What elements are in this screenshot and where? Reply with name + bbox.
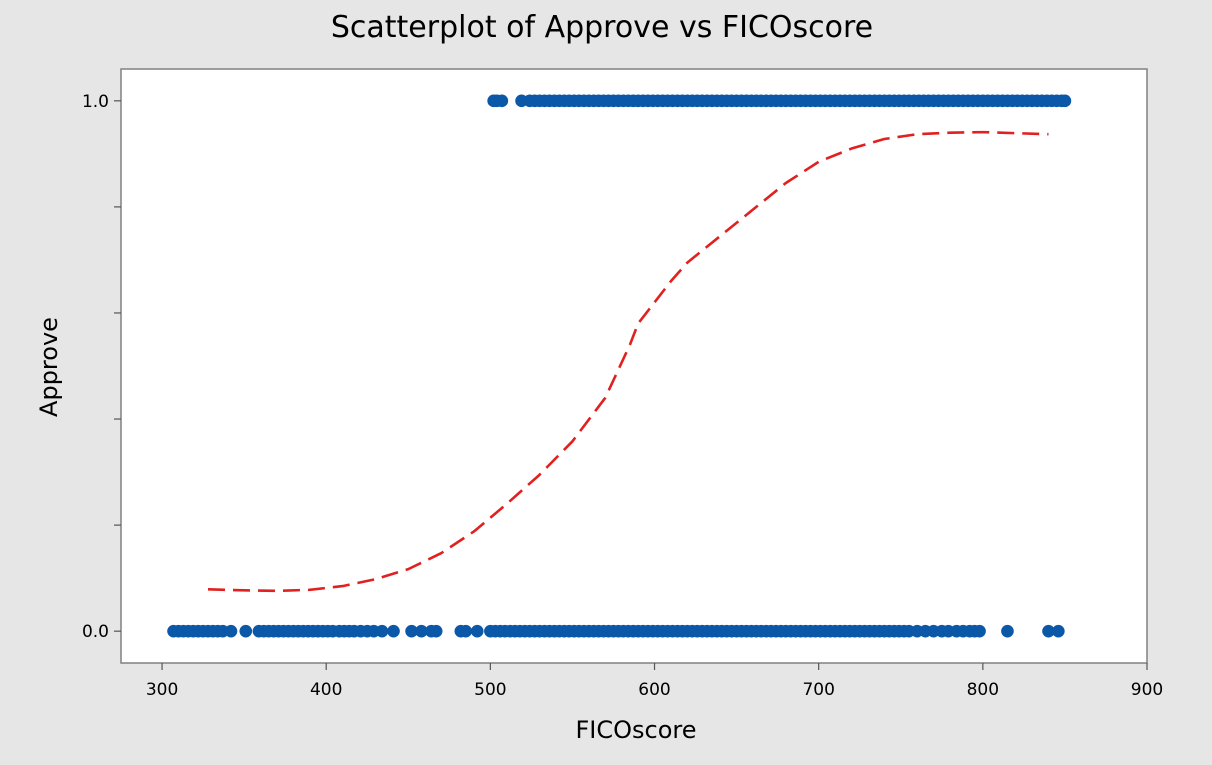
x-tick-label: 600 bbox=[638, 680, 670, 700]
data-point bbox=[387, 624, 400, 638]
data-point bbox=[375, 624, 389, 638]
x-tick-label: 900 bbox=[1131, 680, 1163, 700]
data-point bbox=[495, 94, 509, 108]
data-point bbox=[1001, 624, 1014, 638]
data-point bbox=[459, 624, 473, 638]
data-point bbox=[1052, 624, 1065, 638]
data-point bbox=[239, 624, 253, 638]
x-axis: 300 400 500 600 700 800 900 bbox=[146, 663, 1163, 700]
data-point bbox=[1058, 94, 1072, 108]
x-axis-label: FICOscore bbox=[575, 716, 696, 744]
data-point bbox=[415, 624, 428, 638]
x-tick-label: 300 bbox=[146, 680, 178, 700]
data-point bbox=[1042, 624, 1055, 638]
x-tick-label: 700 bbox=[802, 680, 834, 700]
x-tick-label: 500 bbox=[474, 680, 506, 700]
y-tick-label: 1.0 bbox=[82, 92, 109, 112]
fit-line-group bbox=[207, 130, 1049, 593]
plot-area bbox=[120, 68, 1148, 664]
data-point bbox=[429, 624, 443, 638]
fit-line bbox=[207, 130, 1049, 593]
data-points bbox=[167, 94, 1072, 638]
chart-title: Scatterplot of Approve vs FICOscore bbox=[331, 10, 873, 45]
data-point bbox=[973, 624, 986, 638]
y-axis: 0.0 1.0 bbox=[82, 92, 121, 642]
data-point bbox=[405, 624, 418, 638]
data-point bbox=[470, 624, 484, 638]
x-tick-label: 400 bbox=[310, 680, 342, 700]
x-tick-label: 800 bbox=[967, 680, 999, 700]
y-axis-label: Approve bbox=[35, 317, 63, 417]
data-point bbox=[224, 624, 238, 638]
y-tick-label: 0.0 bbox=[82, 622, 109, 642]
